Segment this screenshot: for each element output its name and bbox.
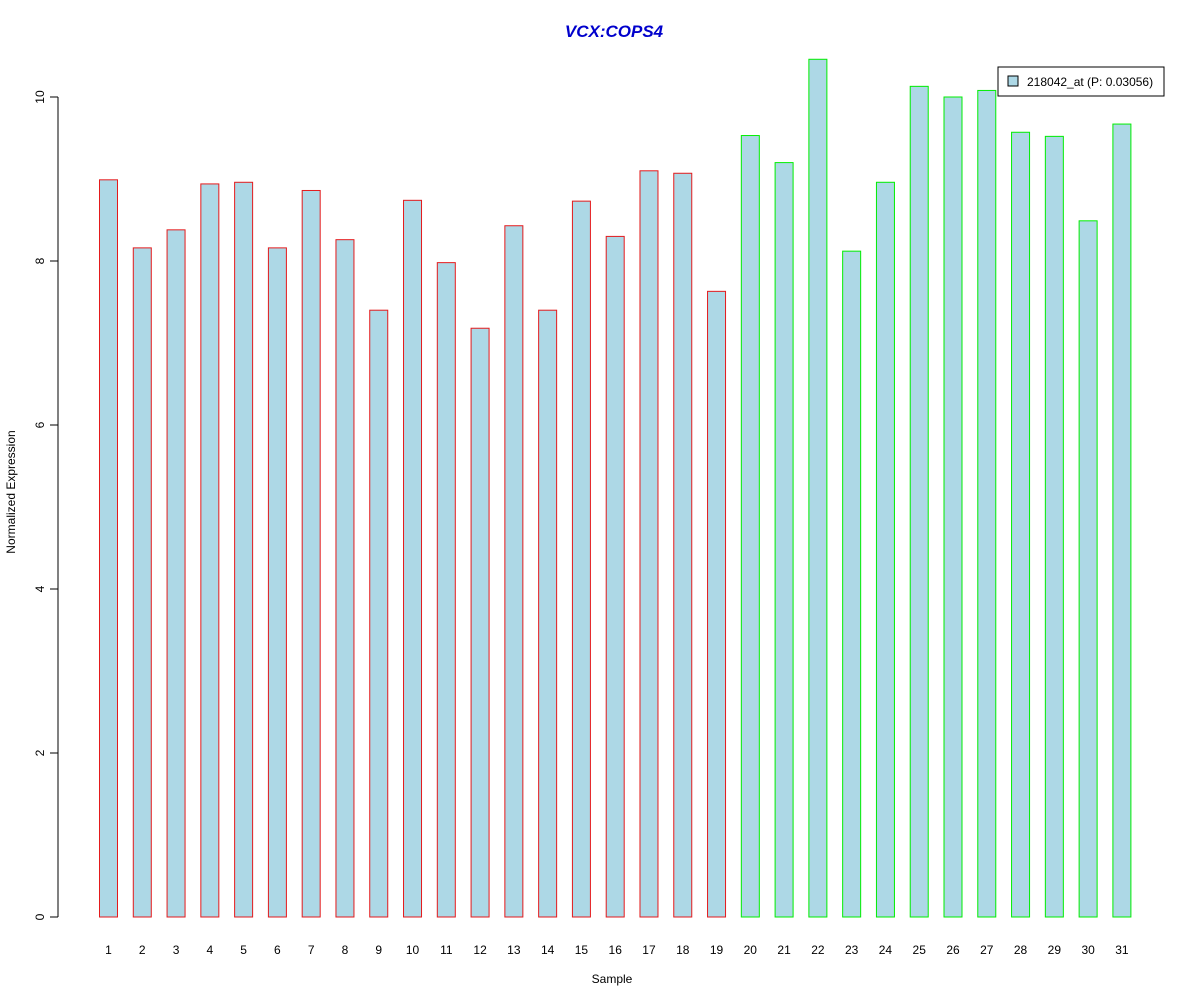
bar-sample-24 [875, 181, 895, 918]
bar-sample-25 [909, 85, 929, 918]
legend-label: 218042_at (P: 0.03056) [1027, 75, 1153, 89]
x-tick-label: 17 [642, 943, 656, 957]
x-tick-label: 25 [913, 943, 927, 957]
bar-sample-26 [943, 96, 963, 918]
bar-sample-28 [1011, 131, 1031, 918]
y-axis-label: Normalized Expression [4, 430, 18, 553]
x-tick-label: 18 [676, 943, 690, 957]
x-tick-label: 5 [240, 943, 247, 957]
x-tick-label: 30 [1081, 943, 1095, 957]
x-tick-label: 4 [206, 943, 213, 957]
bar-sample-29 [1044, 135, 1064, 918]
bar-sample-7 [301, 189, 321, 918]
bar-sample-1 [99, 179, 118, 918]
bar-sample-11 [436, 262, 456, 918]
x-tick-label: 16 [609, 943, 623, 957]
x-tick-label: 6 [274, 943, 281, 957]
bar-sample-3 [166, 229, 186, 918]
y-axis: 0 2 4 6 8 10 [33, 90, 59, 920]
bar-sample-10 [403, 199, 423, 918]
bar-sample-6 [267, 247, 287, 918]
legend: 218042_at (P: 0.03056) [997, 66, 1165, 97]
bar-sample-14 [538, 309, 558, 918]
bar-sample-27 [977, 89, 997, 918]
y-tick-label: 2 [33, 749, 47, 756]
x-tick-label: 29 [1048, 943, 1062, 957]
x-tick-label: 21 [777, 943, 791, 957]
x-tick-label: 13 [507, 943, 521, 957]
bar-sample-4 [200, 183, 220, 918]
y-tick-label: 8 [33, 257, 47, 264]
chart-title: VCX:COPS4 [565, 22, 664, 41]
bar-sample-9 [369, 309, 389, 918]
bar-sample-8 [335, 239, 355, 918]
x-tick-labels: 1 2 3 4 5 6 7 8 9 10 11 12 13 14 15 16 17 18 19 20 21 22 23 24 2… [105, 943, 1129, 957]
x-tick-label: 27 [980, 943, 994, 957]
x-tick-label: 31 [1115, 943, 1129, 957]
x-tick-label: 28 [1014, 943, 1028, 957]
x-tick-label: 12 [473, 943, 487, 957]
bar-sample-16 [605, 235, 625, 918]
x-tick-label: 9 [375, 943, 382, 957]
bar-sample-19 [707, 290, 727, 918]
bar-sample-15 [571, 200, 591, 918]
bar-sample-20 [740, 135, 760, 918]
bar-sample-12 [470, 327, 490, 918]
x-tick-label: 22 [811, 943, 825, 957]
bar-sample-13 [504, 225, 524, 918]
x-tick-label: 7 [308, 943, 315, 957]
x-tick-label: 2 [139, 943, 146, 957]
x-tick-label: 1 [105, 943, 112, 957]
y-tick-label: 6 [33, 421, 47, 428]
x-tick-label: 19 [710, 943, 724, 957]
legend-swatch [1007, 75, 1019, 87]
bar-sample-30 [1078, 220, 1098, 918]
bar-sample-17 [639, 170, 659, 918]
x-tick-label: 10 [406, 943, 420, 957]
y-tick-label: 10 [33, 90, 47, 104]
x-axis-label: Sample [592, 972, 633, 986]
bar-sample-18 [673, 172, 693, 918]
bar-sample-23 [842, 250, 862, 918]
bar-sample-21 [774, 162, 794, 918]
legend-box [997, 66, 1165, 97]
bar-sample-2 [132, 247, 152, 918]
bar-sample-5 [234, 181, 254, 918]
x-tick-label: 26 [946, 943, 960, 957]
x-tick-label: 14 [541, 943, 555, 957]
x-tick-label: 15 [575, 943, 589, 957]
y-tick-label: 0 [33, 913, 47, 920]
x-tick-label: 24 [879, 943, 893, 957]
y-tick-label: 4 [33, 585, 47, 592]
bar-sample-31 [1112, 123, 1132, 918]
x-tick-label: 23 [845, 943, 859, 957]
x-tick-label: 20 [744, 943, 758, 957]
x-tick-label: 11 [440, 943, 453, 957]
bar-sample-22 [808, 58, 828, 918]
bars-group [99, 58, 1132, 918]
x-tick-label: 8 [342, 943, 349, 957]
x-tick-label: 3 [173, 943, 180, 957]
